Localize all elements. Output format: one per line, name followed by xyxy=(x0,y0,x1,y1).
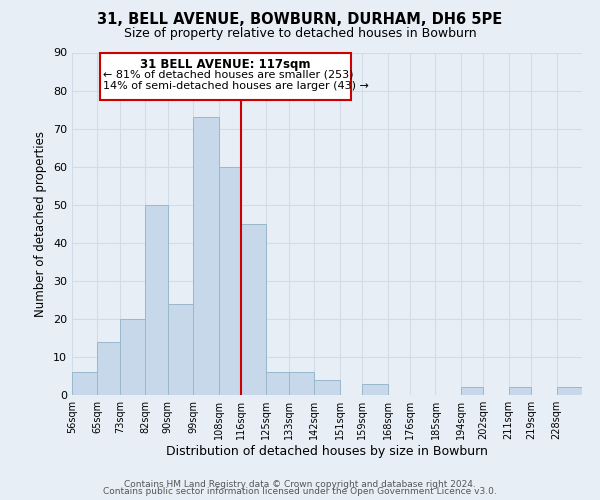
Bar xyxy=(266,372,289,395)
Bar xyxy=(509,388,531,395)
Bar xyxy=(193,117,218,395)
X-axis label: Distribution of detached houses by size in Bowburn: Distribution of detached houses by size … xyxy=(166,445,488,458)
Text: 14% of semi-detached houses are larger (43) →: 14% of semi-detached houses are larger (… xyxy=(103,81,369,91)
Text: Size of property relative to detached houses in Bowburn: Size of property relative to detached ho… xyxy=(124,28,476,40)
Bar xyxy=(241,224,266,395)
Text: 31 BELL AVENUE: 117sqm: 31 BELL AVENUE: 117sqm xyxy=(140,58,311,71)
Text: ← 81% of detached houses are smaller (253): ← 81% of detached houses are smaller (25… xyxy=(103,70,353,80)
Text: 31, BELL AVENUE, BOWBURN, DURHAM, DH6 5PE: 31, BELL AVENUE, BOWBURN, DURHAM, DH6 5P… xyxy=(97,12,503,28)
Bar xyxy=(218,166,241,395)
Bar xyxy=(362,384,388,395)
Bar xyxy=(289,372,314,395)
Text: Contains public sector information licensed under the Open Government Licence v3: Contains public sector information licen… xyxy=(103,488,497,496)
Bar xyxy=(120,319,145,395)
Text: Contains HM Land Registry data © Crown copyright and database right 2024.: Contains HM Land Registry data © Crown c… xyxy=(124,480,476,489)
FancyBboxPatch shape xyxy=(100,52,351,100)
Bar xyxy=(557,388,582,395)
Bar xyxy=(72,372,97,395)
Bar xyxy=(314,380,340,395)
Bar xyxy=(145,204,168,395)
Bar xyxy=(168,304,193,395)
Bar xyxy=(461,388,484,395)
Y-axis label: Number of detached properties: Number of detached properties xyxy=(34,130,47,317)
Bar xyxy=(97,342,120,395)
